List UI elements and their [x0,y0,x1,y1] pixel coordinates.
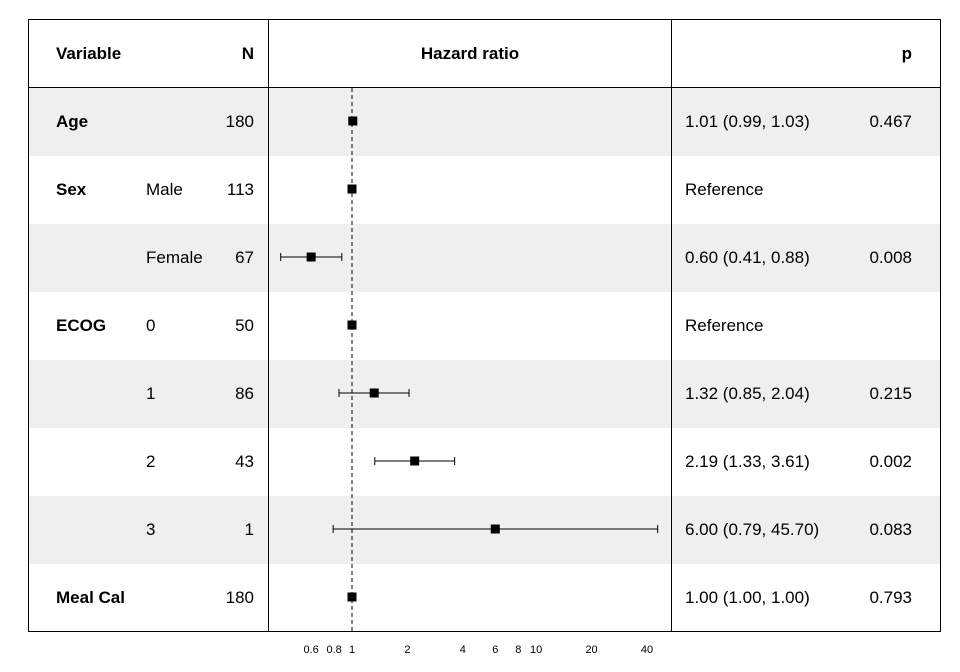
x-tick-label: 0.8 [327,644,342,656]
row-estimate: Reference [685,316,764,335]
column-divider-left [268,19,269,632]
row-estimate: 1.32 (0.85, 2.04) [685,384,810,403]
x-tick-label: 2 [404,644,410,656]
row-level: Female [146,248,203,267]
x-tick-label: 0.6 [304,644,319,656]
row-p: 0.008 [869,248,912,267]
row-n: 1 [244,520,254,539]
column-divider-right [671,19,672,632]
header-n: N [241,44,254,63]
hr-marker [348,116,358,126]
hr-marker [306,252,316,262]
row-n: 43 [235,452,254,471]
row-n: 113 [226,180,254,199]
row-p: 0.215 [869,384,912,403]
row-variable: Age [56,112,89,131]
row-level: 2 [146,452,156,471]
row-shade [28,224,941,292]
header-hazard-ratio: Hazard ratio [420,44,520,63]
row-p: 0.002 [869,452,912,471]
row-variable: Sex [56,180,87,199]
row-estimate: 0.60 (0.41, 0.88) [685,248,810,267]
row-p: 0.467 [869,112,912,131]
row-n: 180 [225,588,254,607]
row-n: 86 [235,384,254,403]
row-estimate: 2.19 (1.33, 3.61) [685,452,810,471]
hr-marker [347,184,357,194]
header-variable: Variable [56,44,122,63]
row-estimate: 1.00 (1.00, 1.00) [685,588,810,607]
row-p: 0.793 [869,588,912,607]
header-p: p [901,44,912,63]
row-shade [28,88,941,156]
x-tick-label: 10 [530,644,542,656]
row-level: 0 [146,316,156,335]
row-n: 180 [225,112,254,131]
row-shade [28,360,941,428]
x-tick-label: 8 [515,644,521,656]
x-tick-label: 4 [460,644,466,656]
header-divider [28,87,941,88]
row-level: 1 [146,384,156,403]
row-level: Male [146,180,183,199]
x-tick-label: 6 [492,644,498,656]
row-estimate: 6.00 (0.79, 45.70) [685,520,820,539]
row-shade [28,496,941,564]
row-estimate: Reference [685,180,764,199]
hr-marker [490,524,500,534]
x-tick-label: 20 [585,644,597,656]
x-tick-label: 1 [349,644,355,656]
hr-marker [410,456,420,466]
table-frame [28,19,941,632]
row-variable: Meal Cal [56,588,125,607]
row-n: 67 [235,248,254,267]
row-variable: ECOG [56,316,107,335]
hr-marker [347,592,357,602]
row-estimate: 1.01 (0.99, 1.03) [685,112,810,131]
row-level: 3 [146,520,156,539]
hr-marker [369,388,379,398]
row-p: 0.083 [869,520,912,539]
row-n: 50 [235,316,254,335]
x-tick-label: 40 [641,644,653,656]
hr-marker [347,320,357,330]
